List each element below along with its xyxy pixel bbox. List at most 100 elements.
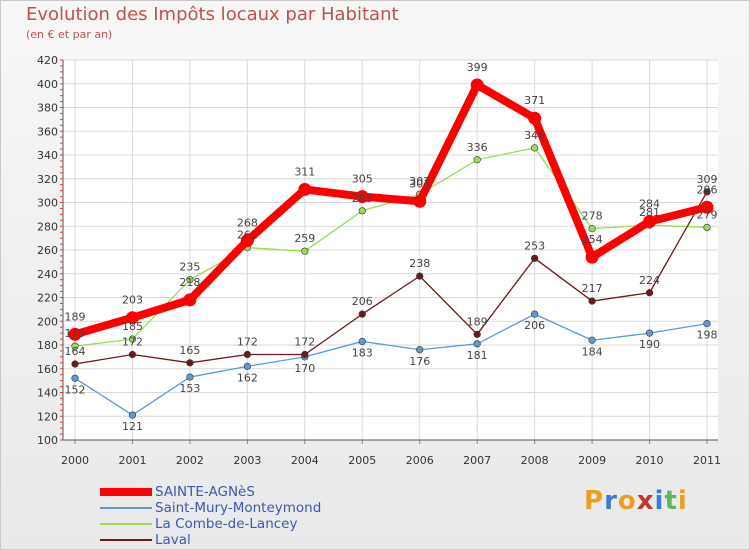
x-tick-label: 2009: [578, 454, 606, 467]
chart-title: Evolution des Impôts locaux par Habitant: [26, 4, 399, 25]
data-label: 235: [179, 261, 200, 274]
data-point: [588, 336, 596, 344]
data-point: [301, 350, 309, 359]
data-point: [473, 330, 481, 338]
legend-label: SAINTE-AGNèS: [155, 484, 255, 500]
data-label: 206: [352, 295, 373, 308]
data-label: 293: [352, 192, 373, 205]
x-tick-label: 2008: [521, 454, 549, 467]
x-tick-label: 2011: [693, 454, 721, 467]
data-point: [585, 250, 599, 264]
data-label: 172: [237, 336, 258, 349]
data-label: 281: [639, 206, 660, 219]
y-tick-label: 120: [37, 410, 58, 423]
series-line: [74, 191, 708, 365]
x-tick-label: 2010: [636, 454, 664, 467]
data-point: [531, 144, 539, 152]
data-label: 254: [582, 233, 603, 246]
data-label: 399: [467, 61, 488, 74]
data-point: [243, 362, 251, 370]
data-point: [703, 320, 711, 328]
data-point: [298, 182, 312, 196]
data-point: [125, 311, 139, 325]
data-label: 170: [294, 362, 315, 375]
data-label: 190: [639, 338, 660, 351]
data-label: 164: [65, 345, 86, 358]
data-point: [71, 360, 79, 368]
legend-label: La Combe-de-Lancey: [155, 516, 298, 532]
y-tick-label: 280: [37, 220, 58, 233]
data-label: 346: [524, 129, 545, 142]
legend-swatch: [100, 488, 152, 496]
data-point: [128, 411, 137, 419]
data-label: 162: [237, 371, 258, 384]
x-tick-label: 2003: [233, 454, 261, 467]
y-tick-label: 180: [37, 339, 58, 352]
data-point: [531, 254, 539, 262]
legend-swatch: [100, 507, 152, 509]
data-label: 179: [65, 327, 86, 340]
data-point: [703, 188, 711, 196]
data-label: 181: [467, 349, 488, 362]
data-label: 305: [352, 173, 373, 186]
data-label: 253: [524, 239, 545, 252]
y-tick-label: 160: [37, 363, 58, 376]
data-label: 203: [122, 294, 143, 307]
y-tick-label: 260: [37, 244, 58, 257]
y-tick-label: 140: [37, 387, 58, 400]
data-label: 218: [179, 276, 200, 289]
x-tick-label: 2002: [176, 454, 204, 467]
data-label: 371: [524, 94, 545, 107]
data-point: [470, 78, 484, 92]
data-label: 183: [352, 346, 373, 359]
data-label: 198: [697, 329, 718, 342]
data-point: [700, 200, 714, 214]
legend-label: Laval: [155, 532, 191, 548]
data-point: [68, 327, 82, 341]
data-point: [358, 207, 366, 215]
data-label: 217: [582, 282, 603, 295]
data-label: 296: [697, 183, 718, 196]
data-label: 153: [179, 382, 200, 395]
data-label: 262: [237, 229, 258, 242]
data-point: [71, 374, 79, 382]
data-label: 284: [639, 198, 660, 211]
legend-swatch: [100, 523, 152, 525]
data-point: [588, 225, 596, 233]
data-label: 189: [65, 310, 86, 323]
y-tick-label: 200: [37, 315, 58, 328]
x-tick-label: 2005: [348, 454, 376, 467]
data-label: 279: [697, 208, 718, 221]
data-label: 238: [409, 257, 430, 270]
x-tick-label: 2006: [406, 454, 434, 467]
data-label: 336: [467, 141, 488, 154]
data-point: [183, 293, 197, 307]
data-label: 307: [409, 175, 430, 188]
data-point: [473, 340, 481, 348]
data-point: [240, 234, 254, 247]
x-tick-label: 2000: [61, 454, 89, 467]
data-point: [186, 373, 194, 381]
data-label: 172: [294, 336, 315, 349]
data-point: [473, 156, 481, 164]
data-point: [243, 350, 251, 359]
data-label: 259: [294, 232, 315, 245]
legend-swatch: [100, 539, 152, 541]
data-label: 172: [122, 336, 143, 349]
data-label: 121: [122, 420, 143, 433]
data-point: [645, 289, 654, 297]
data-point: [186, 359, 194, 367]
data-point: [128, 335, 137, 343]
data-label: 185: [122, 320, 143, 333]
data-label: 152: [65, 383, 86, 396]
y-tick-label: 420: [37, 54, 58, 67]
data-label: 278: [582, 210, 603, 223]
data-point: [186, 276, 194, 284]
proxiti-logo: Proxiti: [584, 486, 688, 516]
data-point: [358, 337, 366, 346]
y-tick-label: 320: [37, 173, 58, 186]
y-tick-label: 340: [37, 149, 58, 162]
y-tick-label: 100: [37, 434, 58, 447]
data-label: 268: [237, 217, 258, 230]
data-point: [416, 272, 424, 280]
